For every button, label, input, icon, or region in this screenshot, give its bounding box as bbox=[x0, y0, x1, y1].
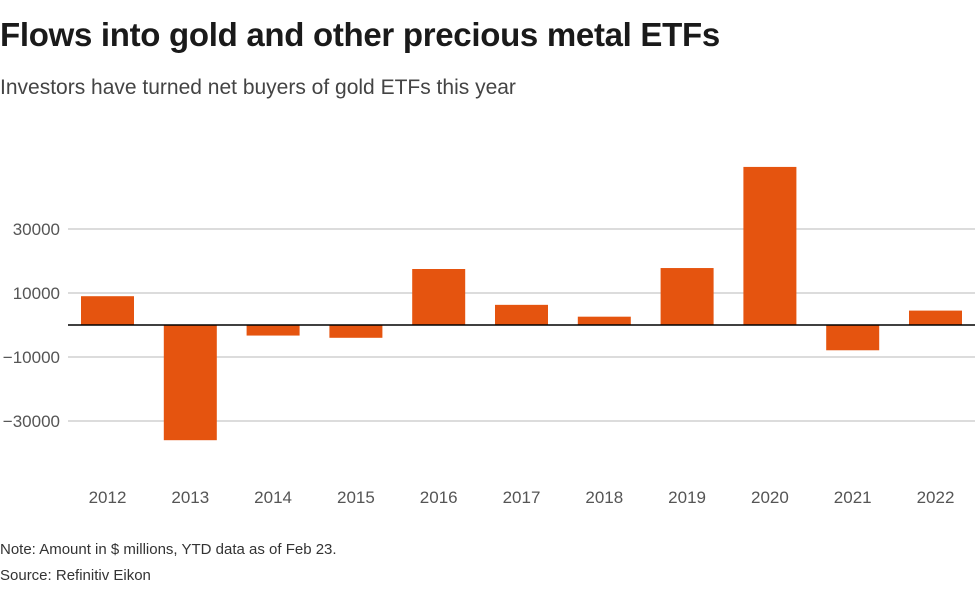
x-tick-label: 2014 bbox=[254, 488, 292, 507]
x-tick-label: 2022 bbox=[917, 488, 955, 507]
bar-2013 bbox=[163, 325, 217, 441]
x-tick-label: 2019 bbox=[668, 488, 706, 507]
bar-2020 bbox=[743, 166, 797, 325]
x-tick-label: 2015 bbox=[337, 488, 375, 507]
x-tick-label: 2017 bbox=[503, 488, 541, 507]
x-tick-label: 2018 bbox=[585, 488, 623, 507]
chart-title: Flows into gold and other precious metal… bbox=[0, 16, 720, 53]
y-tick-label: −10000 bbox=[3, 348, 60, 367]
chart-subtitle: Investors have turned net buyers of gold… bbox=[0, 76, 516, 99]
x-tick-label: 2012 bbox=[89, 488, 127, 507]
y-axis-ticks: 30000 10000 −10000 −30000 bbox=[3, 220, 60, 431]
y-tick-label: 30000 bbox=[13, 220, 60, 239]
bar-2021 bbox=[826, 325, 880, 351]
x-tick-label: 2021 bbox=[834, 488, 872, 507]
x-axis-ticks: 2012 2013 2014 2015 2016 2017 2018 2019 2020 2021… bbox=[89, 488, 955, 507]
x-tick-label: 2016 bbox=[420, 488, 458, 507]
x-tick-label: 2013 bbox=[171, 488, 209, 507]
bar-2015 bbox=[329, 325, 383, 338]
chart-note: Note: Amount in $ millions, YTD data as … bbox=[0, 541, 337, 558]
bar-2019 bbox=[660, 268, 714, 325]
bar-2014 bbox=[246, 325, 300, 336]
bar-2017 bbox=[495, 304, 548, 325]
bar-2022 bbox=[909, 310, 962, 325]
bar-2012 bbox=[81, 296, 134, 325]
y-tick-label: 10000 bbox=[13, 284, 60, 303]
chart-source: Source: Refinitiv Eikon bbox=[0, 567, 151, 584]
bar-2018 bbox=[577, 316, 631, 325]
y-tick-label: −30000 bbox=[3, 412, 60, 431]
bars bbox=[81, 166, 962, 441]
gridlines bbox=[68, 228, 975, 422]
x-tick-label: 2020 bbox=[751, 488, 789, 507]
bar-2016 bbox=[412, 269, 466, 325]
